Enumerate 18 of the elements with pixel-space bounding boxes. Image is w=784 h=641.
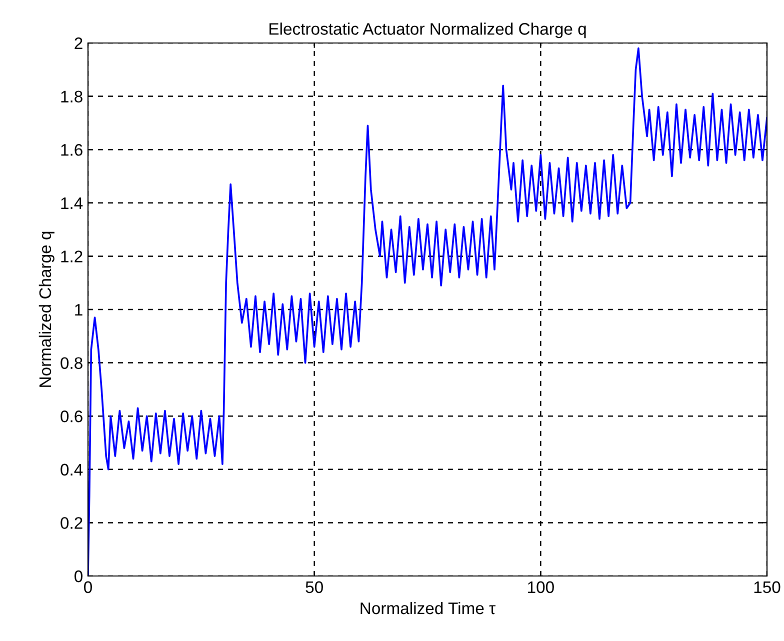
- y-tick-label: 1: [75, 304, 82, 316]
- y-tick-label: 1.2: [61, 250, 82, 262]
- y-tick-label: 1.8: [61, 90, 82, 103]
- y-tick-label: 0.2: [60, 517, 82, 529]
- y-tick-label: 0.4: [60, 464, 83, 476]
- y-tick-label: 2: [74, 37, 82, 50]
- x-tick-label: 0: [84, 581, 92, 594]
- y-tick-label: 0.6: [60, 410, 82, 422]
- y-axis-title: Normalized Charge q: [38, 232, 54, 387]
- x-tick-label: 100: [528, 581, 554, 594]
- y-tick-label: 1.6: [61, 144, 82, 156]
- y-tick-label: 0: [74, 570, 82, 582]
- y-tick-label: 1.4: [61, 197, 83, 209]
- x-tick-label: 50: [306, 581, 323, 594]
- chart-title: Electrostatic Actuator Normalized Charge q: [270, 22, 586, 38]
- x-tick-label: 150: [754, 581, 780, 594]
- y-tick-label: 0.8: [60, 357, 82, 370]
- x-axis-title: Normalized Time τ: [360, 602, 496, 614]
